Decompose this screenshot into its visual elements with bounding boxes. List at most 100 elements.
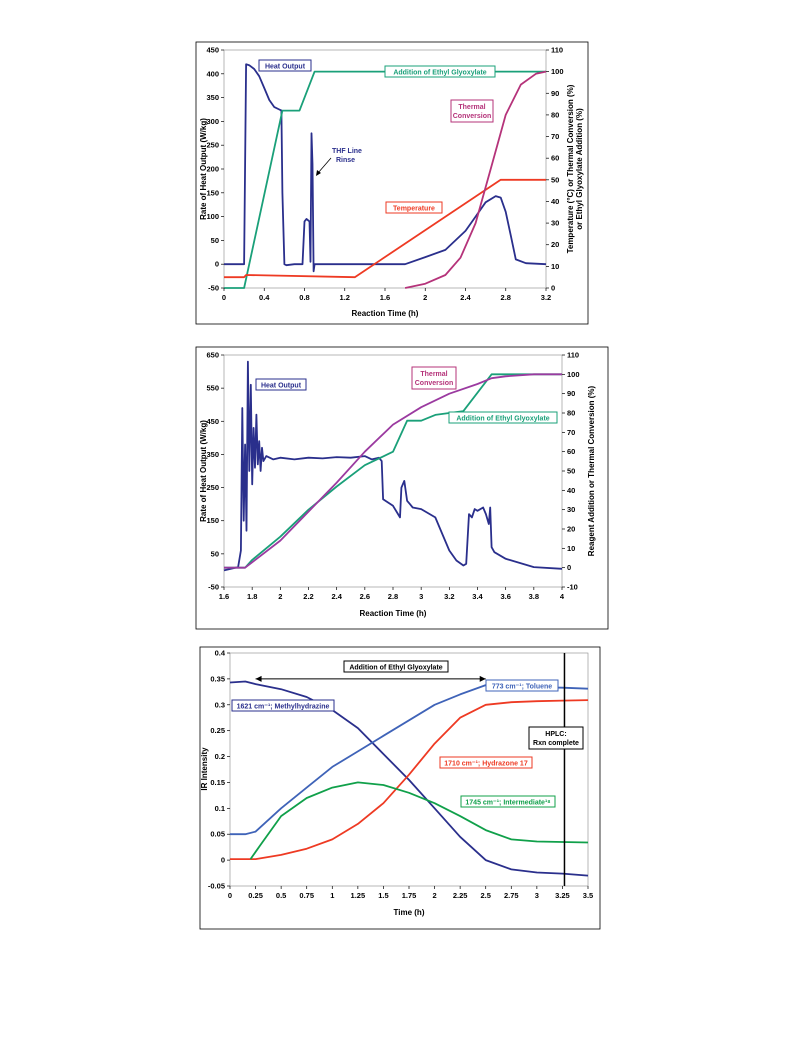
y2-tick-label: 70: [567, 428, 575, 437]
svg-text:Addition of Ethyl Glyoxylate: Addition of Ethyl Glyoxylate: [456, 416, 549, 423]
x-tick-label: 3.2: [444, 592, 454, 601]
x-tick-label: 3: [419, 592, 423, 601]
x-tick-label: 2.2: [303, 592, 313, 601]
x-tick-label: 2: [432, 891, 436, 900]
series-line-addition: [224, 70, 546, 289]
svg-text:1621 cm⁻¹; Methylhydrazine: 1621 cm⁻¹; Methylhydrazine: [237, 704, 330, 711]
annotation-thermal-conversion: Thermal Conversion: [450, 99, 494, 123]
y2-tick-label: 60: [551, 154, 559, 163]
x-tick-label: 1.6: [380, 293, 390, 302]
y-tick-label: 650: [206, 351, 219, 360]
y2-tick-label: 30: [551, 219, 559, 228]
annotation-toluene: 773 cm⁻¹; Toluene: [485, 679, 559, 692]
y2-tick-label: 90: [551, 89, 559, 98]
svg-text:Heat Output: Heat Output: [261, 383, 302, 390]
x-tick-label: 3.5: [583, 891, 593, 900]
svg-text:Thermal: Thermal: [458, 104, 485, 111]
x-tick-label: 0.8: [299, 293, 309, 302]
x-tick-label: 2: [423, 293, 427, 302]
x-axis-label: Reaction Time (h): [352, 309, 419, 318]
y2-tick-label: 110: [551, 46, 563, 55]
y2-tick-label: 100: [567, 370, 580, 379]
annotation-thermal-conversion: Thermal Conversion: [411, 366, 457, 390]
y-tick-label: 350: [206, 93, 219, 102]
x-tick-label: 1.8: [247, 592, 257, 601]
y-tick-label: 450: [206, 46, 219, 55]
series-line-hydrazone: [230, 699, 589, 861]
y-tick-label: 0.25: [210, 726, 225, 735]
x-tick-label: 0.25: [248, 891, 263, 900]
y-tick-label: 0.2: [215, 752, 225, 761]
annotation-addition: Addition of Ethyl Glyoxylate: [448, 411, 558, 424]
y2-tick-label: 60: [567, 447, 575, 456]
y-axis-label: IR Intensity: [200, 747, 209, 791]
y2-tick-label: 10: [567, 544, 575, 553]
y2-axis-label: Reagent Addition or Thermal Conversion (…: [587, 385, 596, 556]
svg-text:Thermal: Thermal: [420, 371, 447, 378]
x-tick-label: 3.2: [541, 293, 551, 302]
y2-tick-label: 0: [567, 563, 571, 572]
y-tick-label: -0.05: [208, 882, 225, 891]
x-tick-label: 1: [330, 891, 334, 900]
svg-text:Conversion: Conversion: [415, 380, 454, 387]
series-line-heat: [224, 63, 547, 273]
x-tick-label: 0.5: [276, 891, 286, 900]
annotation-thf-rinse: THF Line Rinse: [316, 148, 362, 176]
x-tick-label: 2.8: [388, 592, 398, 601]
y-tick-label: 400: [206, 69, 219, 78]
x-tick-label: 3.6: [500, 592, 510, 601]
x-tick-label: 2.8: [501, 293, 511, 302]
y-axis-label: Rate of Heat Output (W/kg): [199, 420, 208, 522]
svg-text:Heat Output: Heat Output: [265, 64, 306, 71]
x-tick-label: 1.2: [340, 293, 350, 302]
x-tick-label: 3: [535, 891, 539, 900]
y2-tick-label: 80: [551, 110, 559, 119]
y-axis-label: Rate of Heat Output (W/kg): [199, 118, 208, 220]
x-tick-label: 3.25: [555, 891, 570, 900]
x-tick-label: 1.5: [378, 891, 388, 900]
y-tick-label: 300: [206, 117, 219, 126]
y-tick-label: 50: [211, 549, 219, 558]
x-tick-label: 2.4: [331, 592, 342, 601]
x-tick-label: 4: [560, 592, 565, 601]
y2-axis-label-line2: or Ethyl Glyoxylate Addition (%): [575, 108, 584, 230]
y-tick-label: 0.3: [215, 700, 225, 709]
x-tick-label: 1.75: [402, 891, 417, 900]
y-tick-label: 50: [211, 236, 219, 245]
x-tick-label: 0: [222, 293, 226, 302]
x-tick-label: 2.5: [480, 891, 490, 900]
y2-tick-label: 100: [551, 67, 564, 76]
annotation-heat-output: Heat Output: [258, 59, 312, 72]
x-tick-label: 3.4: [472, 592, 483, 601]
y-tick-label: 0.15: [210, 778, 225, 787]
y-tick-label: -50: [208, 284, 219, 293]
y2-tick-label: 90: [567, 389, 575, 398]
series-line-addition: [224, 373, 562, 569]
y2-tick-label: 40: [551, 197, 559, 206]
addition-range-arrow: [255, 675, 486, 682]
y2-tick-label: 50: [551, 175, 559, 184]
svg-text:Addition of Ethyl Glyoxylate: Addition of Ethyl Glyoxylate: [393, 70, 486, 77]
x-tick-label: 2.4: [460, 293, 471, 302]
y-tick-label: 550: [206, 384, 219, 393]
x-tick-label: 2: [278, 592, 282, 601]
x-tick-label: 2.25: [453, 891, 468, 900]
y-tick-label: 350: [206, 450, 219, 459]
series-line-thermal: [404, 70, 547, 289]
svg-text:1710 cm⁻¹; Hydrazone 17: 1710 cm⁻¹; Hydrazone 17: [444, 761, 528, 768]
svg-text:HPLC:: HPLC:: [545, 731, 566, 738]
series-line-thermal: [224, 373, 562, 569]
x-axis-label: Time (h): [394, 908, 425, 917]
x-tick-label: 2.75: [504, 891, 519, 900]
y2-tick-label: 30: [567, 505, 575, 514]
y-tick-label: 0.35: [210, 674, 225, 683]
series-line-methylhydrazine: [229, 680, 589, 877]
x-tick-label: 1.6: [219, 592, 229, 601]
annotation-hplc: HPLC: Rxn complete: [528, 726, 584, 750]
series-line-intermediate: [249, 781, 589, 860]
y-tick-label: 150: [206, 188, 219, 197]
x-axis-label: Reaction Time (h): [360, 609, 427, 618]
x-tick-label: 1.25: [351, 891, 366, 900]
svg-text:Addition of Ethyl Glyoxylate: Addition of Ethyl Glyoxylate: [349, 665, 442, 672]
y-tick-label: 0.05: [210, 830, 225, 839]
